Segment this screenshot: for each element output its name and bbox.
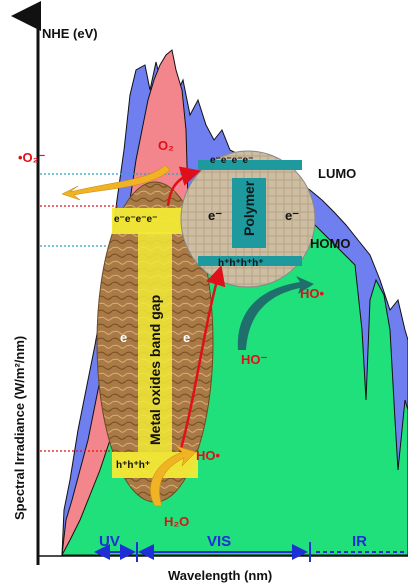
hydroxyl-radical-label-bottom: HO• bbox=[196, 448, 221, 463]
oxide-vb-holes: h⁺h⁺h⁺ bbox=[116, 460, 150, 471]
superoxide-reaction-arrow bbox=[61, 164, 171, 201]
polymer-particle: Polymer e⁻e⁻e⁻e⁻ h⁺h⁺h⁺h⁺ e⁻ e⁻ bbox=[180, 150, 316, 288]
spectral-regions: UV VIS IR bbox=[94, 533, 404, 562]
y-axis-top-label: NHE (eV) bbox=[42, 26, 98, 41]
metal-oxide-label: Metal oxides band gap bbox=[147, 295, 163, 445]
polymer-homo-band bbox=[198, 256, 302, 266]
hydroxide-oxidation-arrow bbox=[237, 276, 314, 350]
homo-label: HOMO bbox=[310, 236, 350, 251]
water-label: H₂O bbox=[164, 514, 189, 529]
polymer-homo-holes: h⁺h⁺h⁺h⁺ bbox=[218, 258, 264, 269]
polymer-electron-right: e⁻ bbox=[285, 208, 299, 223]
region-label-ir: IR bbox=[352, 533, 367, 550]
lumo-label: LUMO bbox=[318, 166, 356, 181]
o2-label: O₂ bbox=[158, 138, 174, 153]
y-axis-title: Spectral Irradiance (W/m²/nm) bbox=[12, 336, 27, 520]
oxide-band-gap-strip bbox=[138, 232, 172, 452]
polymer-lumo-electrons: e⁻e⁻e⁻e⁻ bbox=[210, 155, 253, 166]
superoxide-label: •O₂⁻ bbox=[18, 150, 45, 165]
polymer-label-box bbox=[232, 178, 266, 248]
oxide-electron-left: e bbox=[120, 330, 127, 345]
oxide-electron-right: e bbox=[183, 330, 190, 345]
water-oxidation-arrow bbox=[150, 445, 197, 507]
region-label-vis: VIS bbox=[207, 533, 231, 550]
oxide-cb-electrons: e⁻e⁻e⁻e⁻ bbox=[114, 214, 157, 225]
x-axis-title: Wavelength (nm) bbox=[168, 568, 272, 583]
polymer-lumo-band bbox=[198, 160, 302, 170]
electron-transfer-arrow-top bbox=[166, 166, 201, 207]
hole-transfer-arrow bbox=[178, 265, 226, 453]
polymer-label: Polymer bbox=[241, 180, 257, 236]
polymer-electron-left: e⁻ bbox=[208, 208, 222, 223]
hydroxyl-radical-label-top: HO• bbox=[300, 286, 325, 301]
hydroxide-label: HO⁻ bbox=[241, 352, 268, 367]
region-label-uv: UV bbox=[99, 533, 120, 550]
